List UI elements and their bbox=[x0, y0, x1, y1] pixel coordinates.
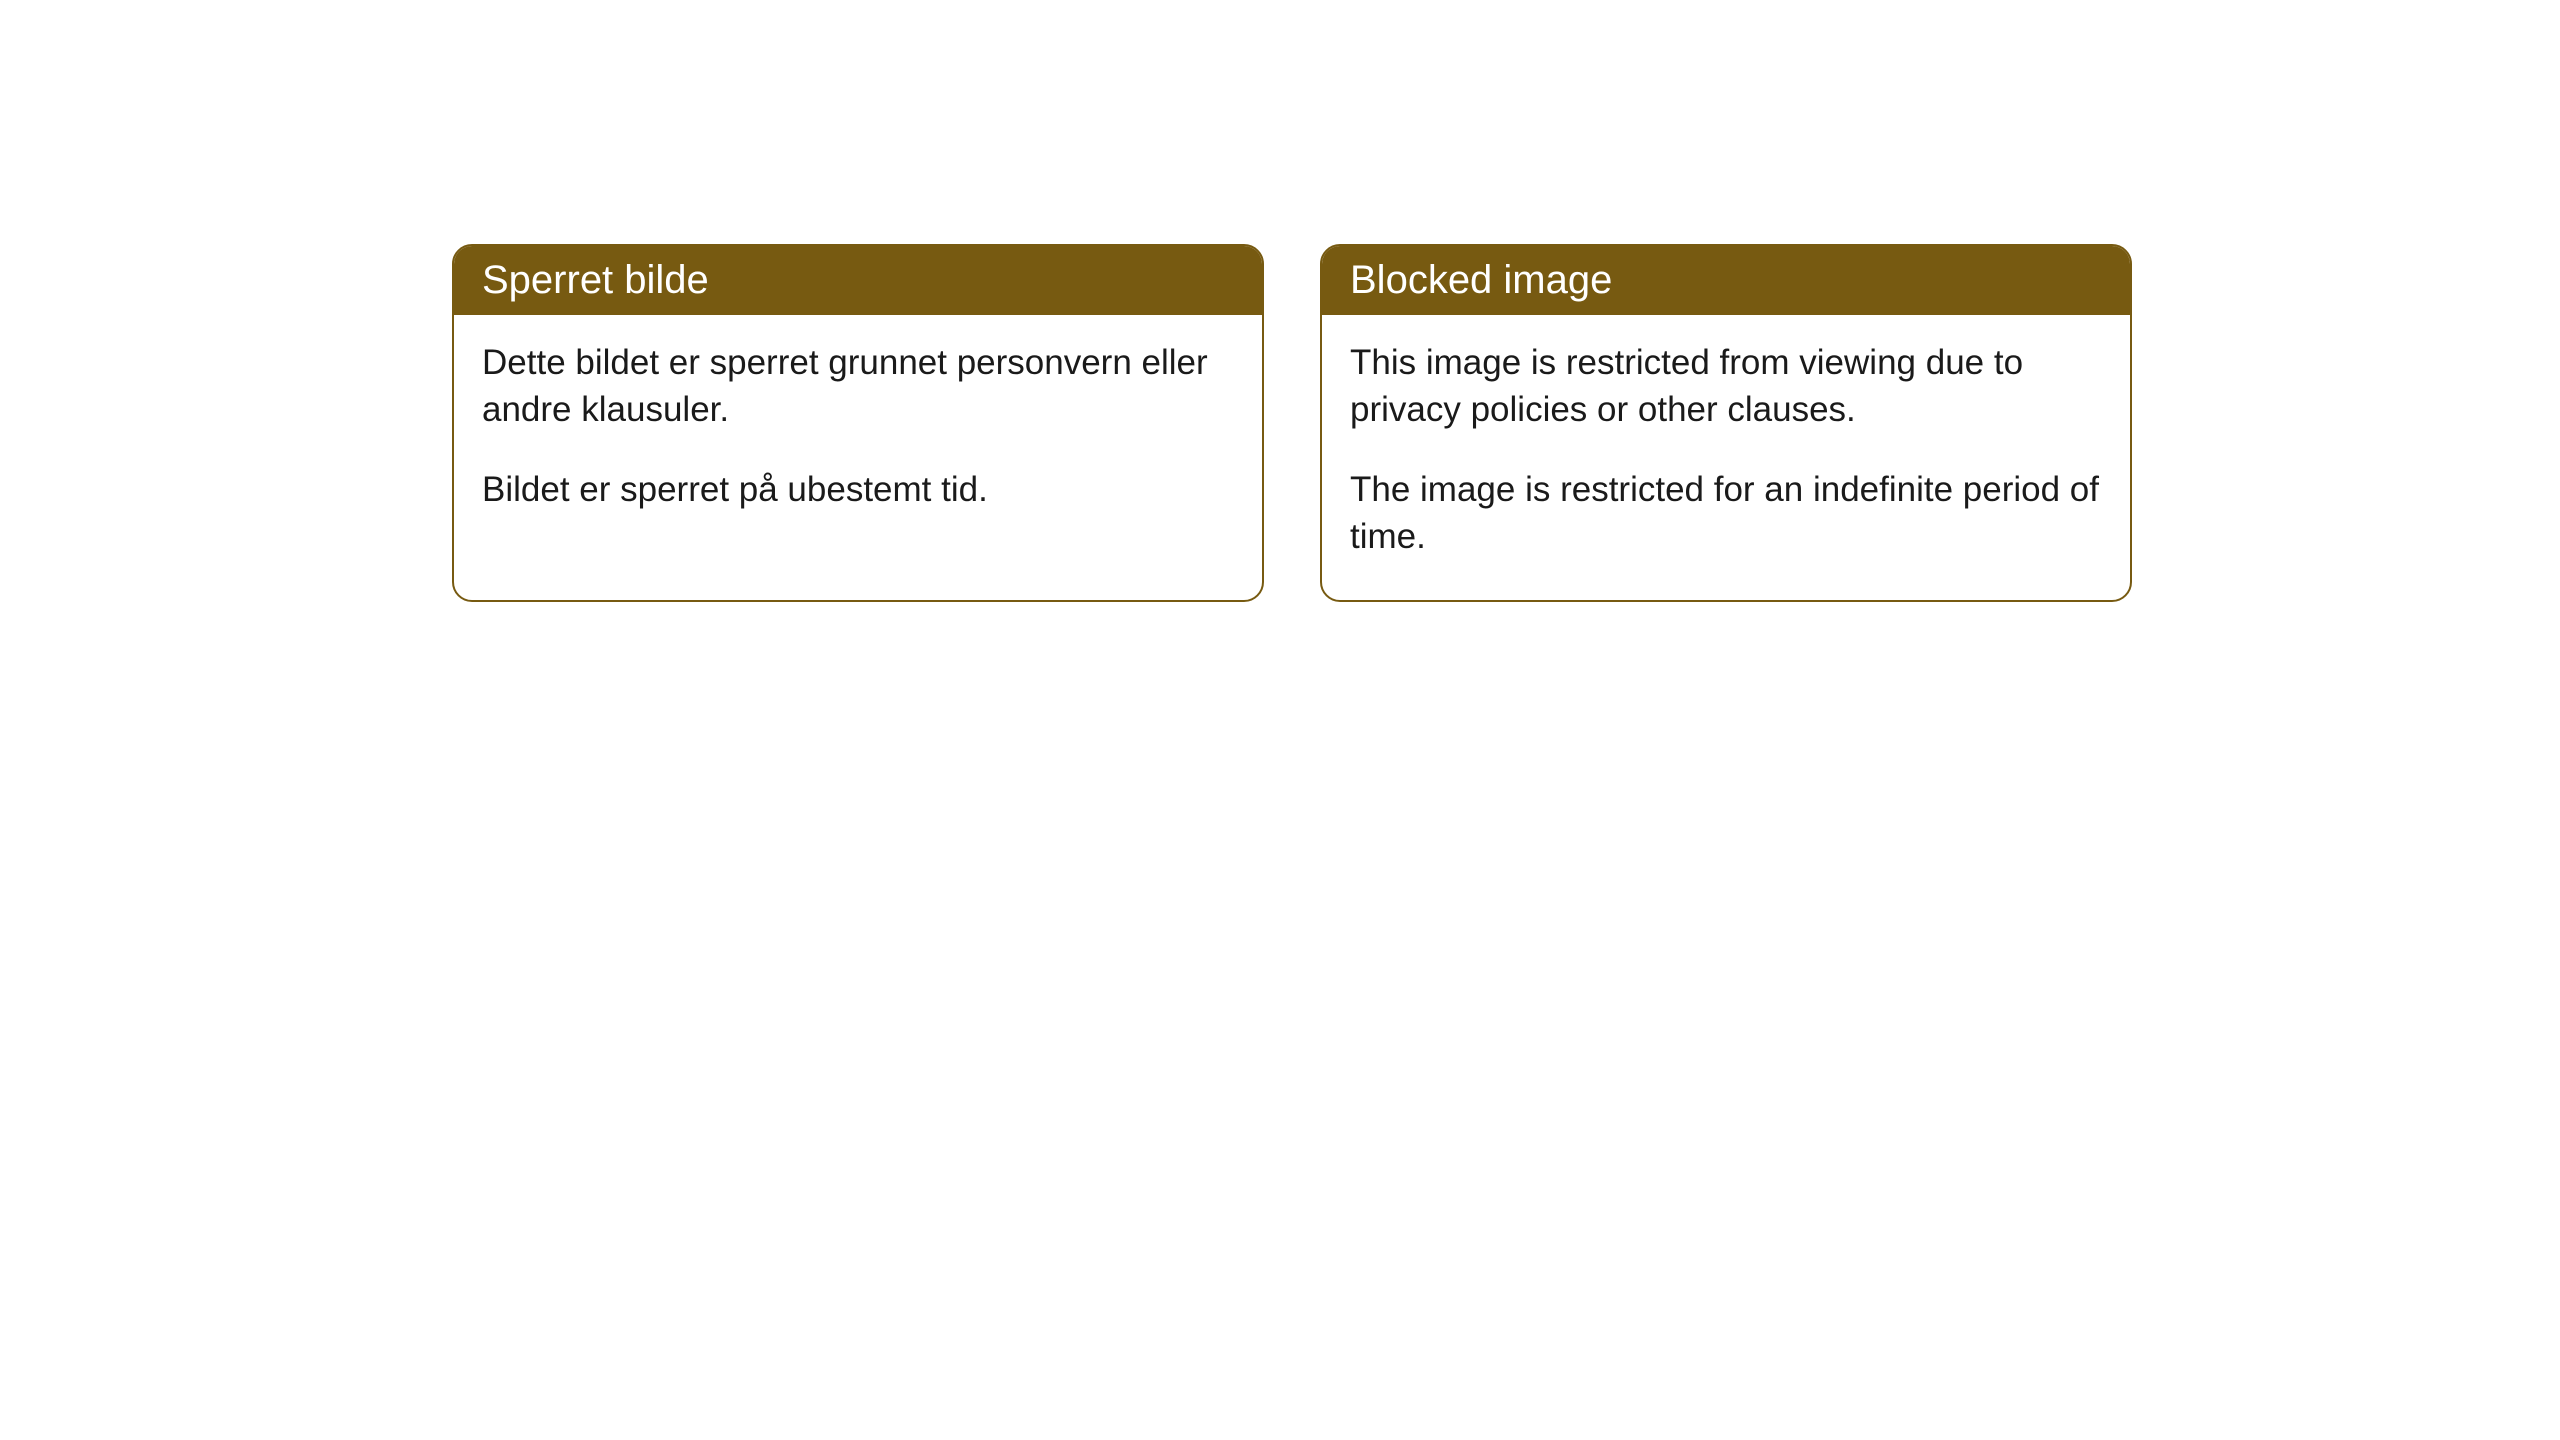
card-paragraph-2: The image is restricted for an indefinit… bbox=[1350, 466, 2102, 561]
card-title: Blocked image bbox=[1350, 258, 1612, 302]
blocked-image-card-norwegian: Sperret bilde Dette bildet er sperret gr… bbox=[452, 244, 1264, 602]
card-paragraph-2: Bildet er sperret på ubestemt tid. bbox=[482, 466, 1234, 513]
card-paragraph-1: This image is restricted from viewing du… bbox=[1350, 339, 2102, 434]
card-header-english: Blocked image bbox=[1322, 246, 2130, 315]
card-body-norwegian: Dette bildet er sperret grunnet personve… bbox=[454, 315, 1262, 553]
card-header-norwegian: Sperret bilde bbox=[454, 246, 1262, 315]
card-paragraph-1: Dette bildet er sperret grunnet personve… bbox=[482, 339, 1234, 434]
card-title: Sperret bilde bbox=[482, 258, 709, 302]
notice-cards-container: Sperret bilde Dette bildet er sperret gr… bbox=[452, 244, 2132, 602]
blocked-image-card-english: Blocked image This image is restricted f… bbox=[1320, 244, 2132, 602]
card-body-english: This image is restricted from viewing du… bbox=[1322, 315, 2130, 600]
